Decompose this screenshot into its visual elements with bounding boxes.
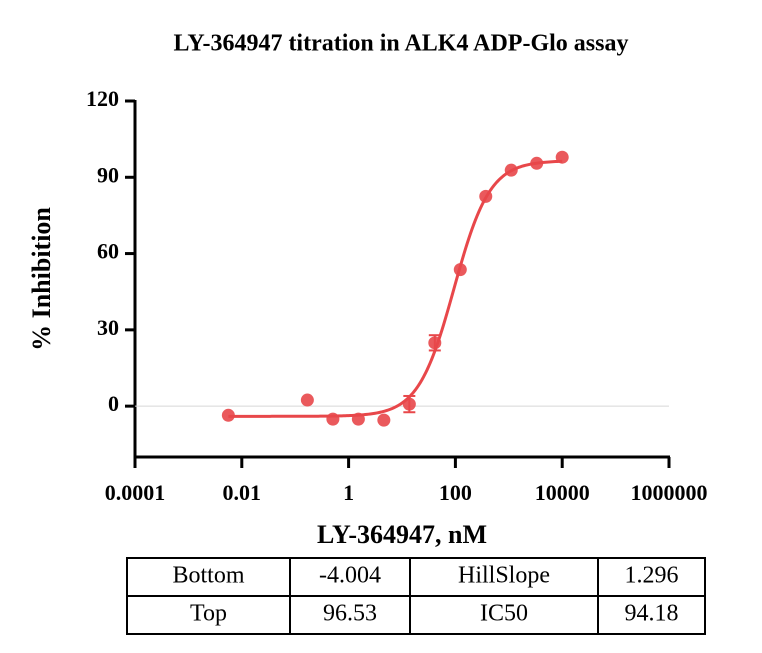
table-cell: IC50 xyxy=(480,601,528,627)
fit-curve xyxy=(228,159,563,418)
x-tick-label: 10000 xyxy=(535,480,590,505)
data-point xyxy=(530,156,544,170)
data-point xyxy=(402,397,416,411)
x-tick-label: 0.01 xyxy=(223,480,262,505)
data-point xyxy=(377,413,391,427)
table-cell: 1.296 xyxy=(625,563,679,589)
data-point xyxy=(453,263,467,277)
table-cell: Top xyxy=(190,601,227,627)
table-cell: -4.004 xyxy=(319,563,381,589)
data-point xyxy=(351,412,365,426)
y-axis-label: % Inhibition xyxy=(27,207,56,351)
data-point xyxy=(479,189,493,203)
data-point xyxy=(555,150,569,164)
data-point xyxy=(221,408,235,422)
x-tick-label: 0.0001 xyxy=(105,480,166,505)
y-tick-label: 60 xyxy=(97,239,119,264)
fit-table xyxy=(126,557,706,635)
table-cell: Bottom xyxy=(172,563,244,589)
y-tick-label: 0 xyxy=(108,391,119,416)
y-tick-label: 30 xyxy=(97,315,119,340)
x-tick-label: 1 xyxy=(343,480,354,505)
x-axis-label: LY-364947, nM xyxy=(317,520,487,549)
table-cell: HillSlope xyxy=(458,563,550,589)
data-point xyxy=(300,393,314,407)
table-cell: 94.18 xyxy=(625,601,679,627)
x-tick-label: 1000000 xyxy=(631,480,708,505)
data-point xyxy=(428,336,442,350)
y-tick-label: 90 xyxy=(97,162,119,187)
data-point xyxy=(504,163,518,177)
x-tick-label: 100 xyxy=(439,480,472,505)
data-point xyxy=(326,412,340,426)
chart-title: LY-364947 titration in ALK4 ADP-Glo assa… xyxy=(174,31,629,57)
y-tick-label: 120 xyxy=(86,86,119,111)
table-cell: 96.53 xyxy=(323,601,377,627)
